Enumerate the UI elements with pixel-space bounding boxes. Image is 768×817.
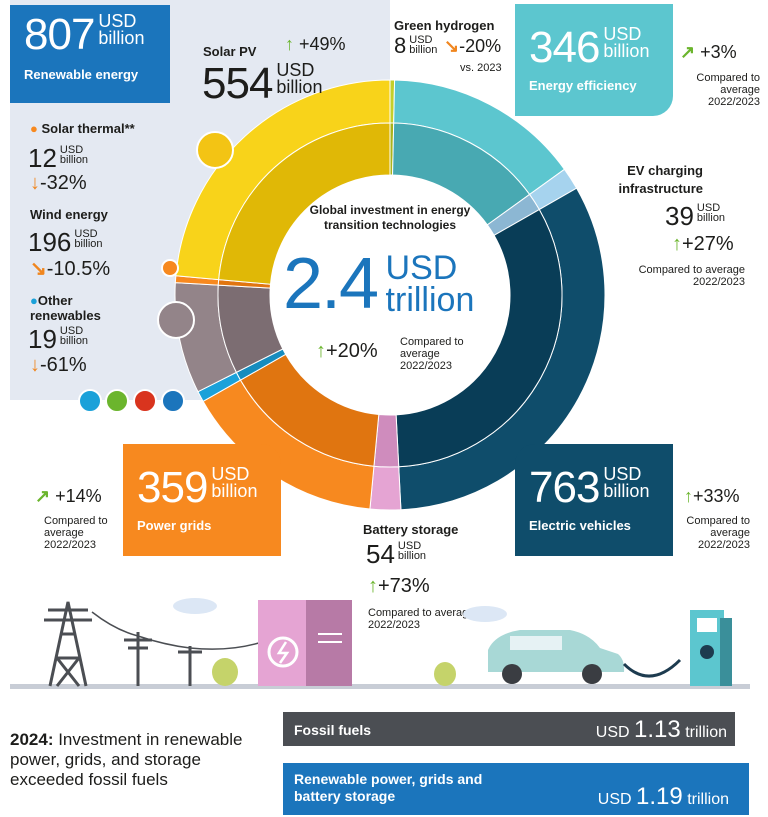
charging-cable bbox=[622, 658, 682, 678]
donut-center bbox=[270, 175, 510, 415]
ev-charging-change: ↑+27% bbox=[672, 233, 734, 255]
solar-thermal-value: 12 USD billion bbox=[28, 143, 89, 173]
ev-charging-note: Compared to average 2022/2023 bbox=[638, 264, 745, 288]
battery-storage-change: ↑+73% bbox=[368, 575, 430, 597]
other-renewables-value: 19 USD billion bbox=[28, 324, 89, 354]
renewables-bar-value: USD 1.19 trillion bbox=[597, 783, 729, 810]
footer-statement: 2024: Investment in renewable power, gri… bbox=[10, 730, 243, 789]
other-renewables-change: ↓-61% bbox=[30, 354, 87, 376]
electric-vehicles-note: Compared to average 2022/2023 bbox=[686, 515, 750, 551]
center-total: 2.4 USD trillion bbox=[283, 248, 474, 320]
wind-energy-value: 196 USD billion bbox=[28, 227, 103, 257]
electric-vehicles-label: Electric vehicles bbox=[529, 518, 631, 533]
fossil-fuels-label: Fossil fuels bbox=[294, 722, 372, 738]
fossil-fuels-value: USD 1.13 trillion bbox=[595, 716, 727, 743]
solar-pv-label: Solar PV bbox=[203, 44, 257, 59]
power-grids-change: ↗ +14% bbox=[35, 486, 102, 506]
renewables-bar: Renewable power, grids and battery stora… bbox=[283, 763, 749, 815]
ground-line bbox=[10, 684, 750, 689]
car-icon bbox=[488, 630, 625, 684]
energy-efficiency-note: Compared to average 2022/2023 bbox=[696, 72, 760, 108]
hydro-icon bbox=[78, 389, 102, 413]
center-change-note: Compared to average 2022/2023 bbox=[400, 336, 464, 372]
wind-energy-label: Wind energy bbox=[30, 207, 108, 222]
center-value: 2.4 bbox=[283, 244, 379, 324]
solar-icon bbox=[196, 131, 234, 169]
power-pole-icon bbox=[124, 632, 202, 686]
battery-storage-label: Battery storage bbox=[363, 522, 459, 537]
bioenergy-icon bbox=[105, 389, 129, 413]
center-change-value: +20% bbox=[326, 340, 378, 362]
battery-storage-value: 54 USD billion bbox=[366, 539, 427, 569]
tree-icon bbox=[212, 658, 456, 686]
energy-efficiency-box: 346 USD billion Energy efficiency bbox=[515, 4, 673, 116]
electric-vehicles-change: ↑+33% bbox=[684, 486, 740, 506]
green-hydrogen-note: vs. 2023 bbox=[460, 62, 502, 74]
ev-charging-label: EV charging infrastructure bbox=[618, 163, 703, 196]
solar-thermal-label: ● Solar thermal** bbox=[30, 121, 135, 136]
center-change: ↑+20% bbox=[316, 340, 378, 362]
solar-thermal-icon bbox=[161, 259, 179, 277]
power-grids-note: Compared to average 2022/2023 bbox=[44, 515, 108, 551]
center-unit-trillion: trillion bbox=[385, 281, 475, 319]
energy-illustration bbox=[10, 598, 750, 689]
battery-storage-note: Compared to average 2022/2023 bbox=[368, 607, 475, 631]
energy-efficiency-change: ↗ +3% bbox=[680, 42, 737, 62]
electric-vehicles-box: 763 USD billion Electric vehicles bbox=[515, 444, 673, 556]
green-hydrogen-label: Green hydrogen bbox=[394, 18, 495, 33]
center-title: Global investment in energy transition t… bbox=[309, 203, 471, 232]
transmission-tower-icon bbox=[44, 601, 92, 687]
green-hydrogen-change: ↘-20% bbox=[444, 36, 502, 56]
power-line bbox=[91, 611, 263, 650]
solar-thermal-change: ↓-32% bbox=[30, 172, 87, 194]
wind-icon bbox=[157, 301, 195, 339]
power-grids-label: Power grids bbox=[137, 518, 212, 533]
marine-icon bbox=[161, 389, 185, 413]
fossil-fuels-bar: Fossil fuels USD 1.13 trillion bbox=[283, 712, 735, 746]
renewables-bar-label: Renewable power, grids and battery stora… bbox=[294, 771, 483, 804]
green-hydrogen-value: 8 USD billion bbox=[394, 33, 438, 58]
power-grids-box: 359 USD billion Power grids bbox=[123, 444, 281, 556]
wind-energy-change: ↘-10.5% bbox=[30, 258, 111, 280]
cloud-icon bbox=[173, 598, 507, 622]
energy-efficiency-label: Energy efficiency bbox=[529, 78, 637, 93]
renewable-energy-box: 807 USD billion Renewable energy bbox=[10, 5, 170, 103]
solar-pv-value: 554 USD billion bbox=[202, 59, 323, 108]
renewable-label: Renewable energy bbox=[24, 67, 139, 82]
renewable-value: 807 bbox=[24, 10, 95, 59]
donut-segment-battery-storage-outer bbox=[369, 465, 402, 511]
other-renewables-label: ●Other renewables bbox=[30, 293, 101, 323]
solar-pv-change: ↑ +49% bbox=[285, 34, 346, 54]
ev-charging-value: 39 USD billion bbox=[665, 201, 726, 231]
ev-charger-icon bbox=[690, 610, 732, 686]
battery-building-icon bbox=[258, 600, 352, 686]
center-unit-usd: USD bbox=[385, 249, 458, 287]
geothermal-icon bbox=[133, 389, 157, 413]
